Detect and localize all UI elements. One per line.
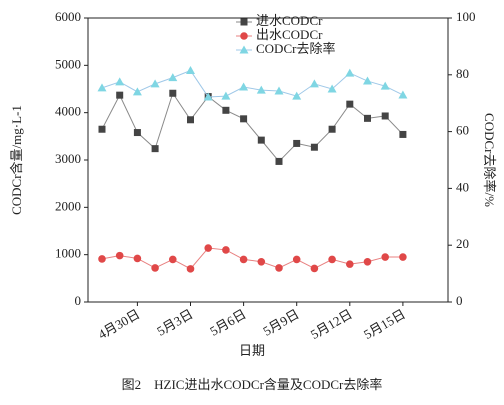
y2-tick-label: 100 [456, 9, 476, 24]
data-point [98, 255, 106, 263]
x-axis-label: 日期 [239, 343, 265, 358]
data-point [133, 129, 141, 137]
x-tick-label: 5月15日 [361, 306, 408, 342]
y-tick-label: 2000 [55, 198, 81, 213]
x-tick-label: 5月6日 [207, 306, 248, 338]
data-point [169, 89, 177, 97]
data-point [328, 125, 336, 133]
data-point [327, 84, 337, 93]
data-point [363, 257, 372, 266]
data-point [398, 90, 408, 99]
x-tick-label: 5月12日 [308, 306, 355, 342]
data-point [186, 66, 195, 75]
x-tick-label: 5月9日 [260, 306, 301, 338]
data-point [257, 136, 265, 144]
y-tick-label: 3000 [55, 151, 81, 166]
y-axis-label: CODCr含量/mg·L-1 [9, 105, 24, 215]
x-tick-label: 5月3日 [154, 306, 195, 338]
data-point [310, 264, 319, 273]
data-point [256, 85, 266, 94]
data-point [115, 77, 125, 86]
x-tick-label: 4月30日 [95, 306, 142, 342]
data-point [293, 139, 301, 147]
data-point [222, 246, 230, 254]
series-line [101, 247, 403, 270]
y-tick-label: 4000 [55, 104, 81, 119]
data-point [239, 255, 248, 264]
data-point [310, 143, 318, 151]
data-point [309, 79, 319, 88]
data-point [132, 87, 142, 96]
data-point [346, 100, 354, 108]
y2-tick-label: 40 [456, 179, 469, 194]
data-point [239, 82, 249, 91]
data-point [399, 130, 407, 138]
data-point [133, 254, 142, 263]
data-point [203, 92, 213, 101]
data-point [168, 73, 178, 82]
y-tick-label: 0 [75, 293, 82, 308]
legend-marker [240, 32, 248, 40]
data-point [380, 81, 390, 90]
data-point [186, 265, 195, 273]
data-point [151, 145, 159, 153]
data-point [257, 257, 266, 266]
data-point [169, 255, 177, 264]
y-tick-label: 1000 [55, 246, 81, 261]
y-tick-label: 6000 [55, 9, 81, 24]
data-point [115, 251, 124, 260]
legend-label: CODCr去除率 [256, 41, 335, 56]
data-point [150, 79, 160, 88]
data-point [97, 83, 107, 92]
data-point [274, 86, 284, 95]
data-point [221, 91, 231, 100]
data-point [292, 255, 301, 264]
y2-axis-label: CODCr去除率/% [482, 113, 497, 207]
data-point [345, 68, 355, 77]
data-point [240, 115, 248, 123]
y2-tick-label: 0 [456, 293, 463, 308]
y-tick-label: 5000 [55, 56, 81, 71]
data-point [381, 253, 390, 261]
y2-tick-label: 60 [456, 123, 469, 138]
data-point [222, 106, 230, 114]
legend-marker [239, 45, 249, 54]
data-point [187, 116, 194, 124]
legend-marker [240, 18, 248, 26]
plot-frame [87, 17, 449, 303]
y2-tick-label: 20 [456, 236, 469, 251]
data-point [204, 244, 212, 252]
series-line [101, 69, 404, 98]
data-point [381, 112, 389, 120]
data-point [364, 114, 371, 122]
data-point [275, 264, 283, 272]
data-point [328, 255, 336, 264]
data-point [275, 157, 283, 165]
data-point [151, 264, 159, 272]
y2-tick-label: 80 [456, 66, 469, 81]
data-point [292, 91, 302, 100]
legend-label: 进水CODCr [256, 13, 323, 28]
data-point [363, 76, 372, 85]
caption: 图2 HZIC进出水CODCr含量及CODCr去除率 [122, 377, 383, 392]
legend-label: 出水CODCr [256, 27, 323, 42]
data-point [399, 253, 407, 261]
data-point [98, 125, 106, 133]
data-point [346, 260, 354, 268]
data-point [116, 91, 124, 99]
series-line [101, 92, 404, 163]
